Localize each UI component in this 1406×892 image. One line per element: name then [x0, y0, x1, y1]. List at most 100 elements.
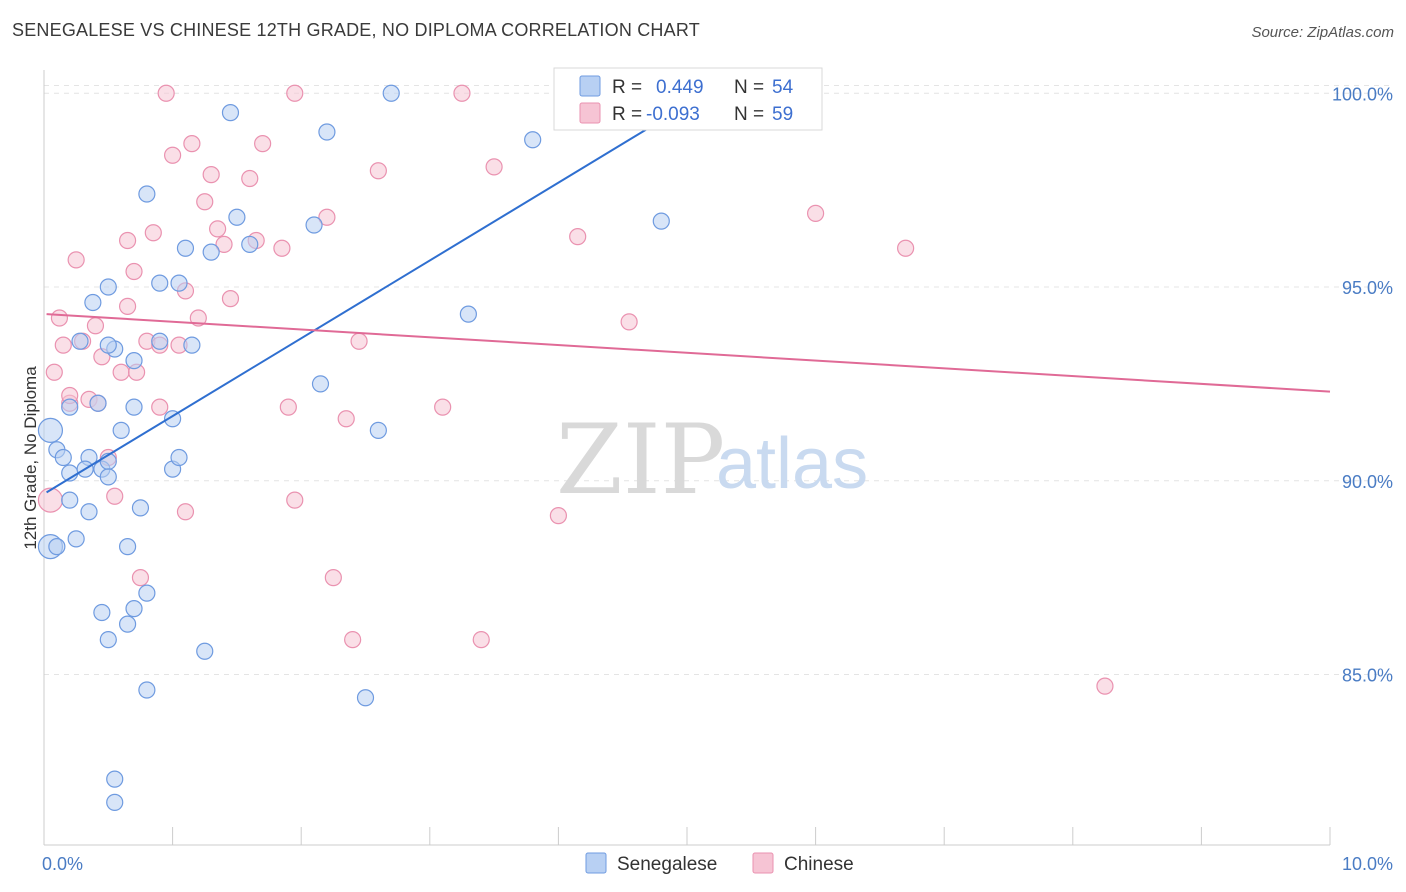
y-tick-label-2: 95.0% — [1342, 278, 1393, 298]
point-chinese-16 — [118, 231, 137, 250]
y-axis-title: 12th Grade, No Diploma — [21, 366, 40, 550]
point-chinese-57 — [897, 239, 915, 257]
point-chinese-43 — [318, 208, 336, 226]
y-tick-labels: 85.0% 90.0% 95.0% 100.0% — [1332, 84, 1393, 685]
point-senegalese-50 — [318, 123, 336, 141]
point-senegalese-44 — [202, 243, 220, 261]
point-chinese-32 — [202, 166, 220, 184]
point-chinese-17 — [125, 262, 143, 281]
point-senegalese-23 — [106, 793, 124, 811]
point-chinese-44 — [324, 569, 342, 587]
point-senegalese-40 — [170, 448, 188, 467]
x-tick-labels: 0.0% 10.0% — [42, 854, 1393, 874]
point-senegalese-54 — [459, 305, 477, 323]
point-senegalese-46 — [228, 208, 246, 226]
point-senegalese-6 — [61, 398, 79, 416]
point-senegalese-14 — [89, 394, 107, 412]
point-senegalese-33 — [138, 681, 156, 699]
point-senegalese-56 — [652, 212, 670, 230]
point-chinese-19 — [131, 569, 150, 587]
point-chinese-58 — [1096, 677, 1114, 695]
chart-title: SENEGALESE VS CHINESE 12TH GRADE, NO DIP… — [12, 20, 700, 40]
point-chinese-39 — [273, 239, 291, 257]
point-senegalese-32 — [138, 584, 156, 602]
y-tick-label-0: 85.0% — [1342, 666, 1393, 686]
point-chinese-54 — [569, 228, 587, 246]
x-ticks — [43, 827, 1331, 845]
legend-r-label-chinese: R = — [612, 104, 642, 125]
point-senegalese-16 — [99, 631, 117, 649]
point-chinese-49 — [434, 398, 452, 416]
y-tick-label-3: 100.0% — [1332, 84, 1393, 104]
point-chinese-21 — [144, 224, 162, 242]
point-chinese-55 — [620, 313, 638, 331]
legend: R = 0.449 N = 54 R = -0.093 N = 59 — [553, 67, 823, 131]
bottom-legend-label-chinese: Chinese — [784, 854, 854, 875]
legend-n-label-chinese: N = — [734, 104, 764, 125]
point-senegalese-51 — [356, 689, 375, 707]
point-senegalese-21 — [99, 468, 117, 486]
trend-line-senegalese — [46, 107, 682, 494]
point-chinese-51 — [472, 631, 490, 649]
legend-n-value-chinese: 59 — [772, 104, 793, 125]
bottom-legend-swatch-senegalese — [585, 852, 607, 874]
bottom-legend: Senegalese Chinese — [585, 852, 854, 875]
point-chinese-46 — [344, 631, 362, 649]
point-senegalese-36 — [151, 332, 169, 350]
legend-r-value-chinese: -0.093 — [646, 104, 700, 125]
point-chinese-33 — [209, 220, 227, 238]
point-chinese-13 — [106, 487, 124, 505]
legend-swatch-chinese — [579, 102, 601, 124]
point-senegalese-10 — [80, 503, 98, 521]
point-chinese-40 — [279, 398, 297, 416]
point-senegalese-5 — [61, 491, 79, 509]
point-chinese-31 — [196, 193, 214, 211]
point-chinese-45 — [337, 410, 355, 428]
bottom-legend-label-senegalese: Senegalese — [617, 854, 717, 875]
legend-r-value-senegalese: 0.449 — [656, 77, 704, 98]
point-senegalese-15 — [93, 603, 111, 622]
point-senegalese-31 — [131, 499, 150, 517]
point-chinese-48 — [369, 162, 387, 180]
point-senegalese-26 — [118, 615, 137, 633]
point-senegalese-45 — [221, 104, 240, 122]
point-chinese-24 — [157, 84, 175, 102]
point-chinese-53 — [549, 507, 568, 525]
point-senegalese-43 — [196, 642, 214, 660]
point-senegalese-25 — [112, 421, 130, 439]
point-senegalese-34 — [138, 185, 156, 203]
series-chinese-points — [37, 84, 1114, 695]
point-senegalese-28 — [125, 600, 143, 618]
watermark: ZIP atlas — [556, 404, 868, 516]
series-senegalese-points — [37, 84, 670, 811]
point-senegalese-8 — [67, 530, 85, 548]
point-senegalese-27 — [118, 538, 137, 556]
point-senegalese-52 — [369, 421, 387, 439]
point-senegalese-55 — [524, 131, 542, 149]
point-senegalese-47 — [241, 235, 259, 253]
x-tick-label-0: 0.0% — [42, 854, 83, 874]
point-chinese-1 — [45, 363, 63, 381]
point-chinese-36 — [241, 169, 259, 188]
point-chinese-42 — [286, 491, 304, 509]
point-chinese-30 — [189, 309, 207, 327]
point-chinese-27 — [176, 503, 195, 521]
legend-swatch-senegalese — [579, 75, 601, 97]
point-chinese-14 — [112, 363, 130, 381]
point-chinese-50 — [453, 84, 471, 102]
point-senegalese-30 — [125, 398, 143, 416]
legend-n-label-senegalese: N = — [734, 77, 764, 98]
y-tick-label-1: 90.0% — [1342, 472, 1393, 492]
point-chinese-56 — [806, 204, 825, 222]
point-chinese-23 — [151, 398, 169, 416]
point-chinese-6 — [67, 251, 85, 269]
point-chinese-34 — [215, 235, 233, 253]
point-senegalese-42 — [183, 336, 201, 354]
point-senegalese-41 — [176, 239, 195, 257]
point-senegalese-22 — [99, 278, 117, 296]
point-chinese-15 — [118, 297, 137, 315]
bottom-legend-swatch-chinese — [752, 852, 774, 874]
point-senegalese-24 — [106, 770, 124, 788]
point-chinese-38 — [254, 135, 272, 153]
